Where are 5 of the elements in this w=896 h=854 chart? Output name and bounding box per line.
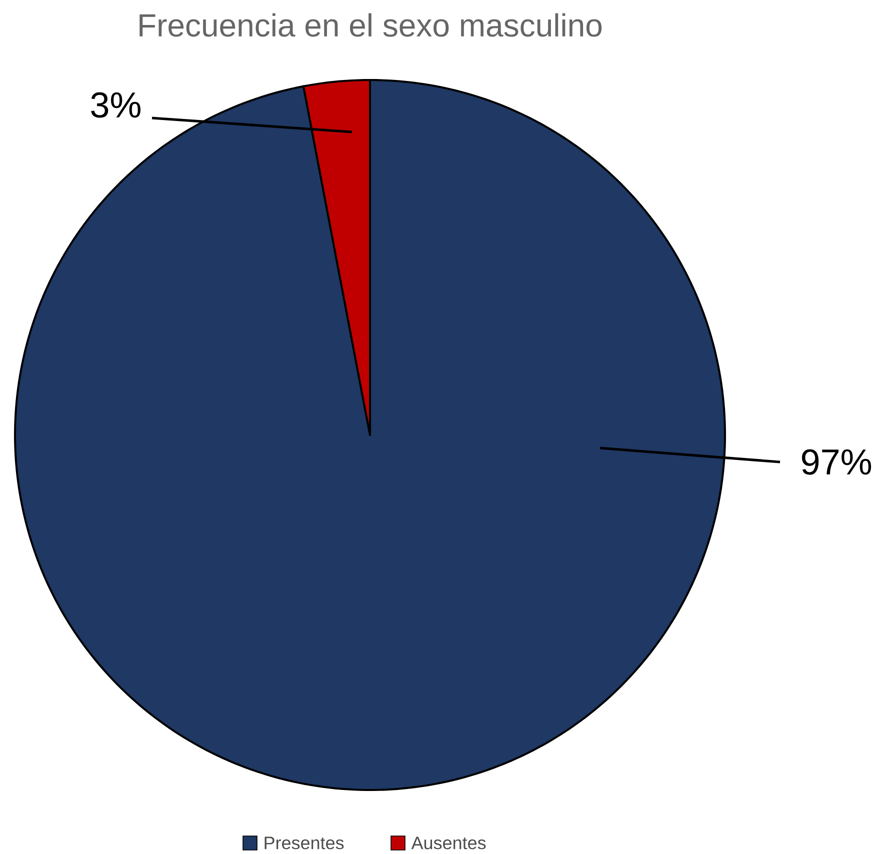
chart-title: Frecuencia en el sexo masculino — [140, 13, 602, 37]
data-label: 3% — [91, 92, 140, 118]
data-label: 97% — [802, 449, 872, 475]
legend-label: Presentes — [264, 836, 344, 850]
legend-label: Ausentes — [411, 836, 486, 850]
